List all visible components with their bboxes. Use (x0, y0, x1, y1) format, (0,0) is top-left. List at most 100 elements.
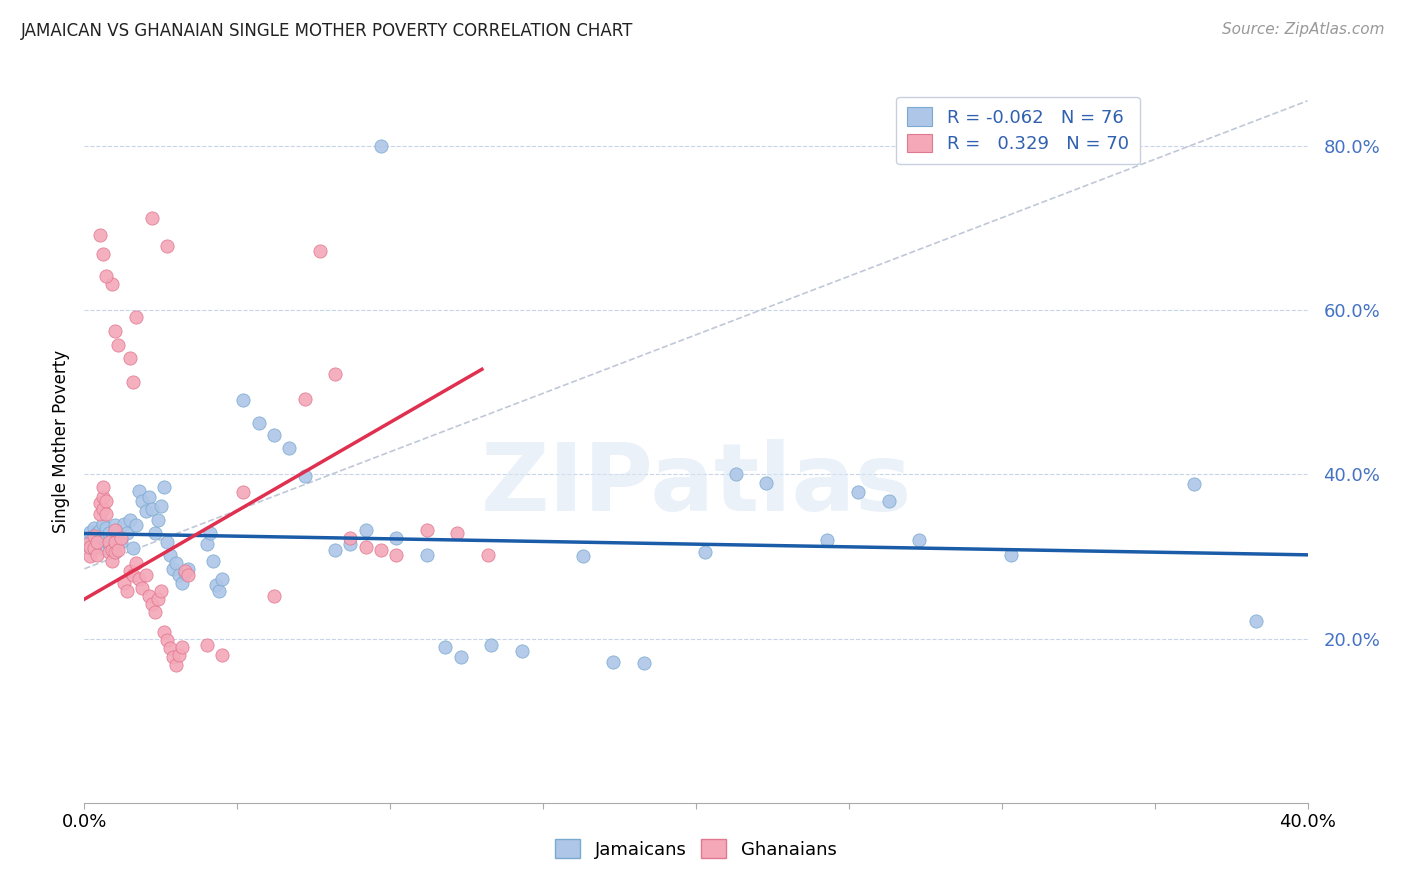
Point (141, 211, 163, 226)
Point (94, 521, 117, 535)
Point (817, 533, 839, 547)
Point (104, 545, 127, 559)
Point (146, 592, 169, 607)
Point (232, 485, 254, 500)
Point (120, 564, 142, 578)
Point (354, 523, 377, 537)
Point (724, 467, 747, 482)
Point (159, 641, 181, 656)
Point (89, 532, 111, 546)
Point (86, 534, 108, 549)
Point (153, 480, 176, 494)
Point (323, 542, 346, 557)
Point (602, 655, 624, 669)
Text: Source: ZipAtlas.com: Source: ZipAtlas.com (1222, 22, 1385, 37)
Point (156, 534, 179, 549)
Point (110, 532, 132, 546)
Point (79, 524, 101, 539)
Point (125, 310, 148, 324)
Point (128, 483, 150, 498)
Point (101, 277, 124, 291)
Point (107, 524, 129, 539)
Point (83, 541, 105, 556)
Point (153, 625, 176, 640)
Point (385, 532, 408, 546)
Point (477, 548, 499, 562)
Point (162, 649, 184, 664)
Point (76, 537, 98, 551)
Point (263, 428, 285, 442)
Point (201, 553, 224, 567)
Point (122, 541, 145, 556)
Point (91, 541, 114, 556)
Point (141, 501, 163, 516)
Point (695, 545, 717, 559)
Point (122, 376, 145, 390)
Y-axis label: Single Mother Poverty: Single Mother Poverty (52, 350, 70, 533)
Point (143, 526, 166, 541)
Point (104, 534, 127, 549)
Point (149, 584, 172, 599)
Point (510, 644, 533, 658)
Point (1000, 548, 1022, 562)
Point (141, 597, 163, 611)
Point (115, 526, 138, 541)
Point (165, 556, 187, 570)
Point (91, 516, 114, 531)
Point (89, 507, 111, 521)
Point (128, 573, 150, 587)
Point (135, 504, 157, 518)
Point (294, 469, 316, 483)
Point (110, 534, 132, 549)
Point (91, 480, 114, 494)
Point (162, 562, 184, 576)
Point (198, 526, 221, 541)
Point (107, 337, 129, 351)
Point (83, 537, 105, 551)
Point (278, 441, 301, 455)
Point (479, 638, 502, 652)
Point (138, 589, 160, 603)
Point (755, 475, 778, 490)
Point (86, 548, 108, 562)
Point (1244, 614, 1267, 628)
Point (146, 512, 169, 526)
Point (247, 417, 270, 431)
Point (101, 553, 124, 567)
Point (877, 493, 900, 508)
Point (156, 239, 179, 253)
Point (370, 542, 392, 557)
Point (76, 533, 98, 547)
Point (97, 537, 120, 551)
Point (138, 491, 160, 505)
Point (131, 581, 153, 595)
Point (572, 549, 595, 564)
Point (104, 324, 127, 338)
Point (294, 392, 316, 406)
Point (211, 573, 233, 587)
Point (104, 545, 127, 559)
Point (159, 548, 181, 562)
Point (112, 575, 135, 590)
Point (122, 567, 145, 582)
Text: JAMAICAN VS GHANAIAN SINGLE MOTHER POVERTY CORRELATION CHART: JAMAICAN VS GHANAIAN SINGLE MOTHER POVER… (21, 22, 634, 40)
Point (156, 633, 179, 648)
Point (120, 351, 142, 365)
Point (97, 526, 120, 541)
Point (79, 541, 101, 556)
Point (208, 584, 231, 599)
Point (172, 575, 194, 590)
Point (1184, 477, 1206, 491)
Point (434, 640, 457, 654)
Point (86, 534, 108, 549)
Point (135, 567, 157, 582)
Point (94, 268, 117, 283)
Point (446, 526, 468, 541)
Point (91, 491, 114, 505)
Point (177, 567, 200, 582)
Point (633, 657, 655, 671)
Point (125, 518, 148, 533)
Point (104, 518, 127, 533)
Point (97, 545, 120, 559)
Point (89, 227, 111, 242)
